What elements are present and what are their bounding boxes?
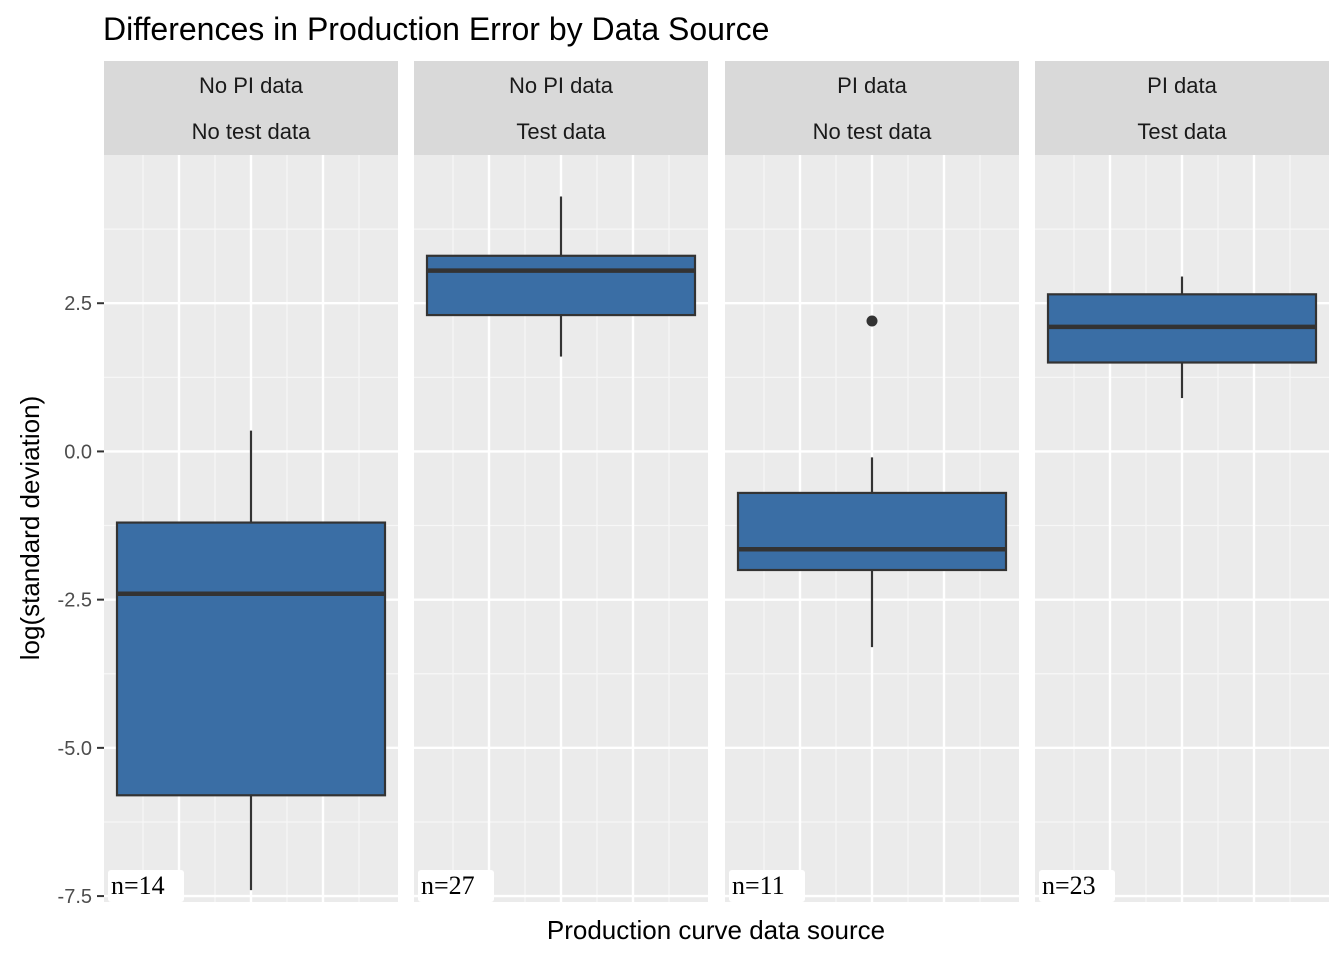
n-label-background <box>1039 870 1115 902</box>
facet-strip <box>725 61 1019 155</box>
y-tick-label: 0.0 <box>64 441 92 463</box>
chart-title: Differences in Production Error by Data … <box>103 11 769 47</box>
facet-panel: PI data No test data n=11 <box>725 61 1019 902</box>
facet-strip-label-1: PI data <box>837 73 907 98</box>
facet-strip <box>104 61 398 155</box>
facet-strip-label-2: No test data <box>192 119 311 144</box>
facet-panel: No PI data No test data n=14 <box>104 61 398 902</box>
facet-strip-label-2: Test data <box>1137 119 1227 144</box>
facet-panels: No PI data No test data n=14 No PI data Test… <box>104 61 1329 902</box>
outlier-point <box>866 315 878 327</box>
n-label-background <box>418 870 494 902</box>
facet-strip-label-2: No test data <box>813 119 932 144</box>
facet-panel: No PI data Test data n=27 <box>414 61 708 902</box>
facet-panel: PI data Test data n=23 <box>1035 61 1329 902</box>
box <box>115 521 387 797</box>
y-axis-title: log(standard deviation) <box>15 396 45 661</box>
facet-strip-label-1: No PI data <box>509 73 614 98</box>
x-axis-title: Production curve data source <box>547 915 885 945</box>
n-label-background <box>729 870 805 902</box>
y-tick-label: -2.5 <box>58 590 92 612</box>
y-tick-label: -5.0 <box>58 738 92 760</box>
facet-strip-label-1: PI data <box>1147 73 1217 98</box>
y-axis: 2.5 0.0 -2.5 -5.0 -7.5 <box>58 293 104 908</box>
y-tick-label: -7.5 <box>58 886 92 908</box>
n-label: n=11 <box>732 871 785 900</box>
n-label: n=23 <box>1042 871 1096 900</box>
n-label: n=27 <box>421 871 475 900</box>
facet-strip <box>1035 61 1329 155</box>
y-tick-label: 2.5 <box>64 293 92 315</box>
facet-strip-label-1: No PI data <box>199 73 304 98</box>
n-label-background <box>108 870 184 902</box>
box <box>425 254 697 317</box>
facet-strip-label-2: Test data <box>516 119 606 144</box>
box <box>736 491 1008 572</box>
n-label: n=14 <box>111 871 165 900</box>
facet-strip <box>414 61 708 155</box>
